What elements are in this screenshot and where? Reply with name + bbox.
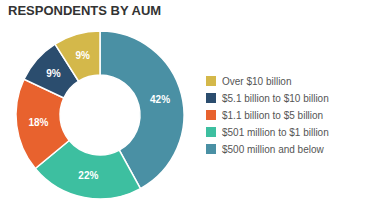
html-text:$501 million to $1 billion: $501 million to $1 billion — [222, 126, 329, 138]
html-text:$500 million and below: $500 million and below — [222, 143, 324, 155]
svg-text:42%: 42% — [150, 94, 170, 105]
html-text:Over $10 billion: Over $10 billion — [222, 75, 292, 87]
svg-text:9%: 9% — [75, 50, 90, 61]
html-text:$5.1 billion to $10 billion: $5.1 billion to $10 billion — [222, 92, 329, 104]
svg-text:18%: 18% — [28, 117, 48, 128]
svg-text:9%: 9% — [46, 68, 61, 79]
svg-text:22%: 22% — [78, 170, 98, 181]
html-text:RESPONDENTS BY AUM: RESPONDENTS BY AUM — [8, 3, 162, 18]
html-text:$1.1 billion to $5 billion: $1.1 billion to $5 billion — [222, 109, 324, 121]
